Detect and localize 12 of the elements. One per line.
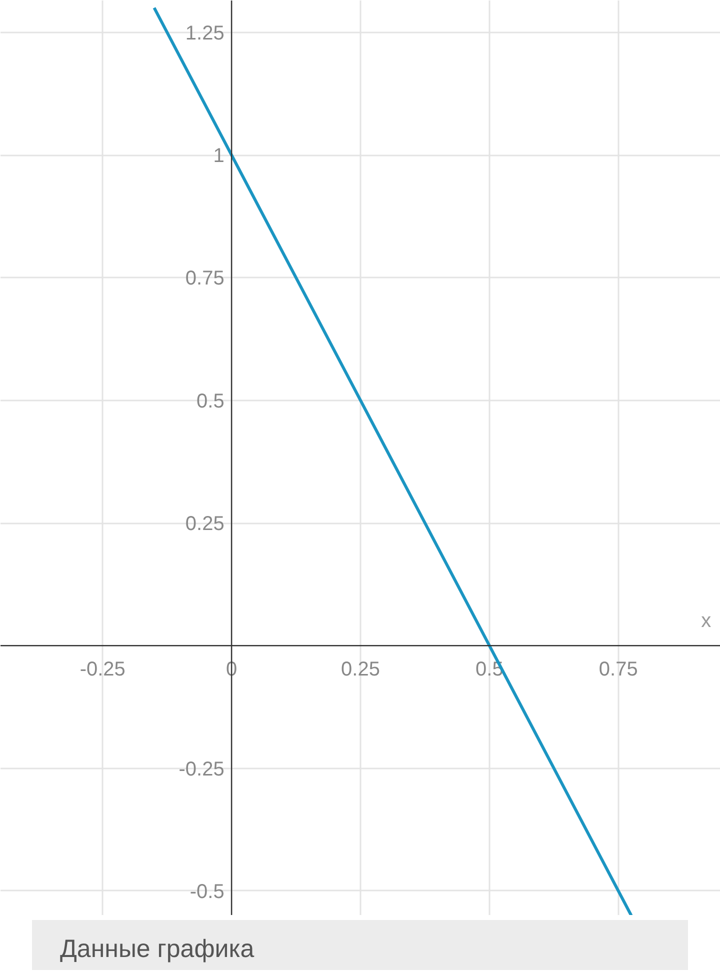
y-tick-label: 1 [213,145,224,168]
x-tick-label: 0.25 [341,658,380,681]
y-tick-label: 0.75 [185,268,224,290]
y-tick-label: -0.5 [190,880,224,903]
x-axis-title: x [701,610,712,632]
x-tick-label: -0.25 [80,658,126,681]
y-tick-label: -0.25 [178,758,224,780]
y-tick-label: 0.5 [196,390,224,412]
y-tick-label: 0.25 [185,513,224,536]
y-tick-label: 1.25 [185,22,224,44]
text: Данные графика [60,934,254,965]
x-tick-label: 0.75 [598,658,638,681]
